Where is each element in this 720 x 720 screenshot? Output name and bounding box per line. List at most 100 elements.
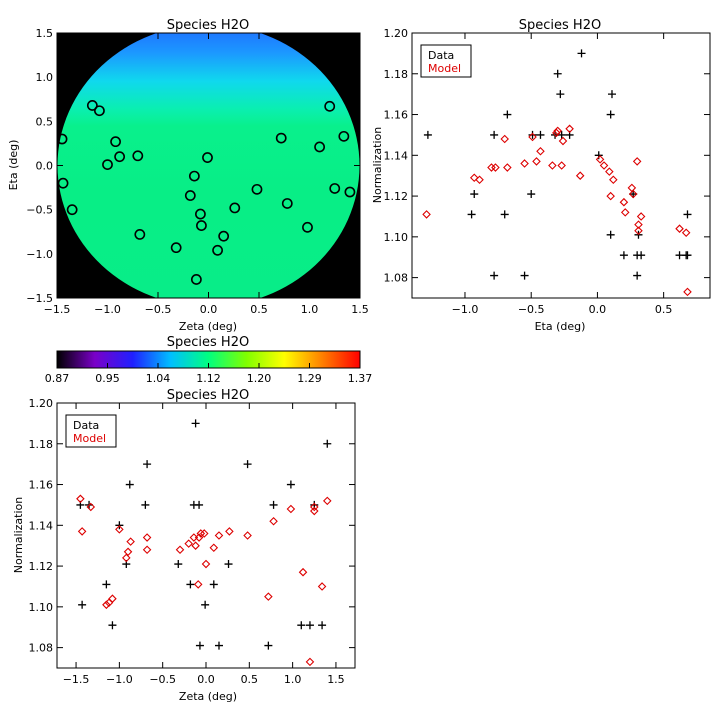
zeta-model-point (115, 525, 124, 534)
zeta-model-point (86, 502, 96, 512)
zeta-data-point (201, 600, 210, 609)
map-xtick-label: 0.5 (250, 303, 268, 316)
eta-model-point (634, 220, 643, 229)
map-xtick-label: 1.5 (351, 303, 369, 316)
zeta-points (76, 419, 332, 667)
zeta-model-point (142, 533, 152, 542)
map-point (338, 130, 350, 142)
zeta-data-point (243, 460, 252, 469)
zeta-legend: Data Model (65, 414, 117, 448)
eta-model-point (520, 159, 529, 168)
eta-data-point (423, 130, 432, 139)
zeta-xtick-label: −0.5 (149, 673, 176, 686)
zeta-ylabel: Normalization (12, 497, 25, 573)
eta-data-point (629, 190, 638, 199)
map-point (57, 177, 69, 189)
eta-model-point (681, 228, 691, 238)
zeta-model-point (123, 547, 133, 557)
eta-model-point (558, 136, 568, 146)
map-point (102, 159, 113, 171)
eta-scatter-panel: Species H2O −1.0 −0.5 0.0 0.5 1.08 1.10 1.12 1.… (371, 18, 711, 333)
zeta-data-point (191, 419, 200, 428)
map-ytick-label: −1.5 (26, 292, 53, 305)
map-ytick-label: 1.5 (36, 27, 54, 40)
eta-model-point (552, 128, 561, 138)
zeta-data-point (141, 500, 150, 509)
map-point (170, 242, 182, 254)
eta-xtick-label: 0.0 (589, 303, 607, 316)
eta-data-point (637, 251, 646, 260)
colorbar-tick-label: 0.95 (95, 372, 120, 385)
map-point (275, 132, 287, 144)
eta-ytick-label: 1.14 (384, 149, 409, 162)
eta-model-point (683, 287, 692, 297)
eta-model-point (605, 167, 614, 176)
eta-data-point (606, 110, 615, 119)
eta-data-point (467, 210, 476, 219)
zeta-xtick-label: −1.5 (63, 673, 90, 686)
zeta-axes: −1.5 −1.0 −0.5 0.0 0.5 1.0 1.5 1.08 1.10 1.12 1.14… (29, 397, 355, 686)
zeta-model-point (243, 531, 252, 540)
map-point (132, 150, 144, 162)
eta-model-point (548, 161, 557, 170)
zeta-model-point (126, 537, 135, 546)
zeta-data-point (305, 621, 314, 630)
eta-legend-model: Model (428, 62, 461, 75)
map-ytick-label: −1.0 (26, 248, 53, 261)
zeta-data-point (125, 480, 134, 489)
zeta-model-point (269, 516, 278, 526)
eta-frame (411, 32, 711, 299)
eta-points (422, 49, 692, 297)
eta-data-point (607, 90, 616, 99)
eta-legend-box (420, 44, 472, 78)
zeta-ytick-label: 1.20 (29, 397, 54, 410)
colorbar-title: Species H2O (167, 335, 249, 350)
zeta-model-point (193, 580, 203, 589)
colorbar-panel: Species H2O 0.87 0.95 1.04 1.12 1.20 1.29 1.37 (45, 335, 373, 385)
zeta-data-point (286, 480, 295, 489)
zeta-title: Species H2O (167, 388, 249, 403)
eta-model-point (422, 210, 431, 219)
map-xtick-label: 0.0 (200, 303, 218, 316)
eta-legend-data: Data (428, 49, 454, 62)
map-point (94, 105, 105, 117)
eta-model-point (619, 197, 629, 207)
eta-data-point (619, 251, 628, 260)
eta-xlabel: Eta (deg) (535, 320, 586, 333)
eta-model-point (606, 191, 615, 201)
zeta-model-point (77, 527, 87, 536)
eta-data-point (556, 90, 565, 99)
eta-ytick-label: 1.20 (384, 27, 409, 40)
eta-data-point (633, 271, 642, 280)
zeta-data-point (297, 621, 306, 630)
map-xtick-label: 1.0 (301, 303, 319, 316)
eta-legend: Data Model (420, 44, 472, 78)
map-point (281, 198, 293, 209)
eta-data-point (683, 251, 692, 260)
map-ytick-label: 0.5 (36, 115, 54, 128)
zeta-data-point (186, 580, 195, 589)
map-point (212, 244, 223, 256)
map-axes: −1.5 −1.0 −0.5 0.0 0.5 1.0 1.5 −1.5 −1.0 −0.5 0.0 0… (26, 27, 368, 316)
eta-model-point (609, 175, 618, 185)
colorbar-tick-label: 1.37 (348, 372, 373, 385)
zeta-legend-data: Data (73, 419, 99, 432)
map-point (190, 274, 202, 285)
eta-ytick-label: 1.16 (384, 109, 409, 122)
zeta-ytick-label: 1.12 (29, 560, 54, 573)
colorbar-tick-label: 1.20 (247, 372, 272, 385)
eta-model-point (491, 163, 500, 172)
map-field (57, 33, 360, 298)
zeta-ytick-label: 1.08 (29, 642, 54, 655)
eta-data-point (490, 130, 499, 139)
zeta-data-point (318, 621, 327, 630)
map-title: Species H2O (167, 18, 249, 33)
eta-model-point (532, 157, 541, 166)
map-xtick-label: −0.5 (145, 303, 172, 316)
map-point (196, 220, 207, 231)
eta-model-point (599, 161, 609, 170)
zeta-ytick-label: 1.14 (29, 519, 54, 532)
eta-model-point (627, 183, 637, 193)
map-ylabel: Eta (deg) (7, 140, 20, 191)
zeta-model-point (184, 539, 193, 548)
